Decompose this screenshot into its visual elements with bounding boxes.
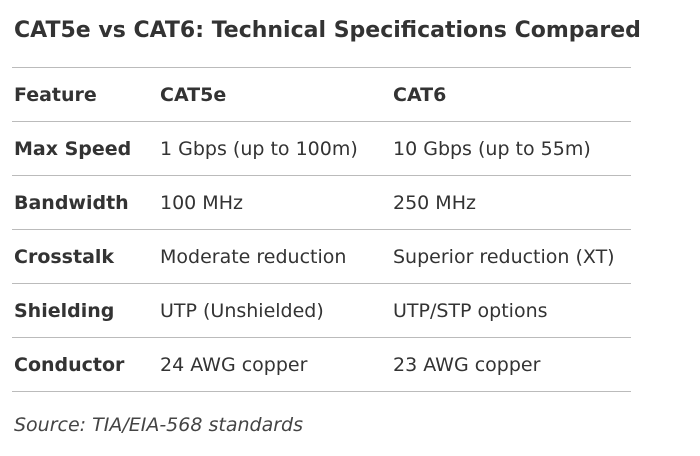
- header-cell: Feature: [12, 67, 158, 122]
- table-cell: 100 MHz: [158, 175, 391, 230]
- table-cell: Shielding: [12, 283, 158, 338]
- table-cell: Crosstalk: [12, 229, 158, 284]
- table-cell: 23 AWG copper: [391, 337, 631, 392]
- table-cell: 250 MHz: [391, 175, 631, 230]
- table-cell: 24 AWG copper: [158, 337, 391, 392]
- table-row: Conductor 24 AWG copper 23 AWG copper: [12, 337, 631, 392]
- table-cell: 1 Gbps (up to 100m): [158, 121, 391, 176]
- table-cell: UTP (Unshielded): [158, 283, 391, 338]
- table-cell: Max Speed: [12, 121, 158, 176]
- header-cell: CAT5e: [158, 67, 391, 122]
- table-cell: Conductor: [12, 337, 158, 392]
- table-row: Bandwidth 100 MHz 250 MHz: [12, 175, 631, 230]
- table-row: Max Speed 1 Gbps (up to 100m) 10 Gbps (up …: [12, 121, 631, 176]
- spec-table: Feature CAT5e CAT6 Max Speed 1 Gbps (up to …: [12, 67, 631, 392]
- table-cell: UTP/STP options: [391, 283, 631, 338]
- table-row: Shielding UTP (Unshielded) UTP/STP options: [12, 283, 631, 338]
- table-row: Crosstalk Moderate reduction Superior redu…: [12, 229, 631, 284]
- table-cell: Bandwidth: [12, 175, 158, 230]
- table-cell: Moderate reduction: [158, 229, 391, 284]
- table-cell: 10 Gbps (up to 55m): [391, 121, 631, 176]
- table-body: Max Speed 1 Gbps (up to 100m) 10 Gbps (up …: [12, 121, 631, 392]
- source-note: Source: TIA/EIA-568 standards: [14, 414, 303, 436]
- header-cell: CAT6: [391, 67, 631, 122]
- table-cell: Superior reduction (XT): [391, 229, 631, 284]
- table-header: Feature CAT5e CAT6: [12, 67, 631, 122]
- header-row: Feature CAT5e CAT6: [12, 67, 631, 122]
- title: CAT5e vs CAT6: Technical Specifications …: [14, 18, 641, 43]
